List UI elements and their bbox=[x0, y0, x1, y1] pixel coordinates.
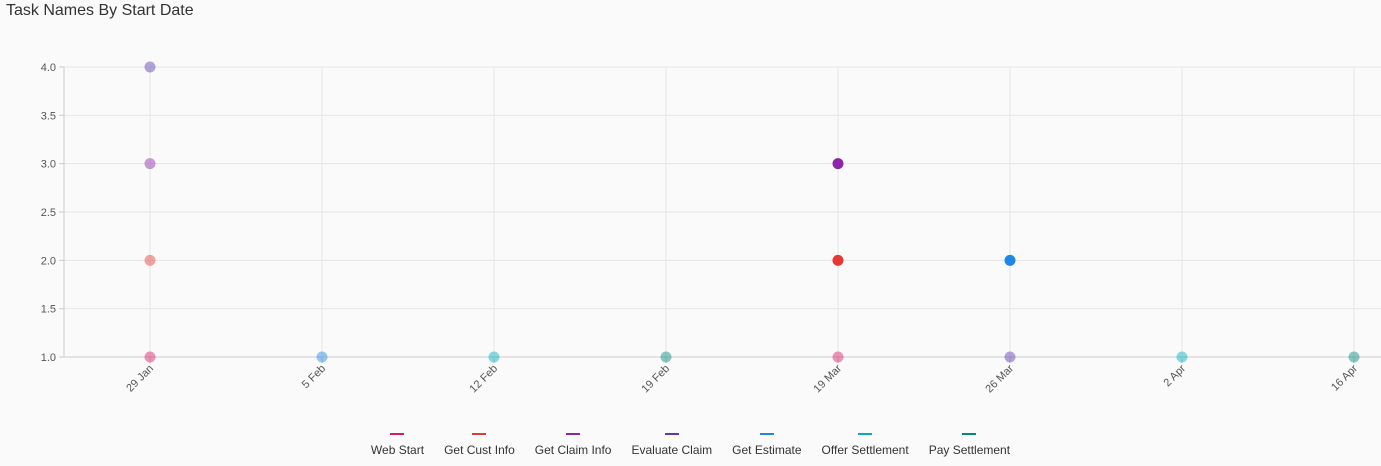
data-point[interactable] bbox=[832, 254, 844, 266]
data-point[interactable] bbox=[1176, 351, 1188, 363]
legend-item[interactable]: Web Start bbox=[371, 433, 424, 457]
legend-item[interactable]: Evaluate Claim bbox=[631, 433, 712, 457]
legend-item[interactable]: Get Estimate bbox=[732, 433, 802, 457]
x-tick-label: 19 Mar bbox=[811, 362, 844, 395]
x-tick-label: 5 Feb bbox=[300, 363, 328, 391]
legend-swatch bbox=[962, 433, 977, 435]
legend-label: Evaluate Claim bbox=[631, 443, 713, 457]
y-tick-label: 2.5 bbox=[41, 207, 56, 219]
legend-label: Get Cust Info bbox=[444, 443, 515, 457]
legend-label: Offer Settlement bbox=[821, 443, 909, 457]
data-point[interactable] bbox=[144, 158, 156, 170]
x-tick-label: 2 Apr bbox=[1161, 362, 1188, 389]
legend-label: Web Start bbox=[370, 443, 425, 457]
y-tick-label: 4.0 bbox=[41, 62, 56, 74]
legend-swatch bbox=[664, 433, 679, 435]
data-point[interactable] bbox=[832, 158, 844, 170]
axis-layer: 1.0 1.5 2.0 2.5 3.0 3.5 4.0 29 Jan 5 Feb 12 Feb 19… bbox=[41, 62, 1381, 395]
legend-swatch bbox=[759, 433, 774, 435]
legend-swatch bbox=[390, 433, 405, 435]
data-point[interactable] bbox=[1004, 254, 1016, 266]
legend-item[interactable]: Get Cust Info bbox=[444, 433, 515, 457]
data-point[interactable] bbox=[1004, 351, 1016, 363]
points-layer bbox=[144, 61, 1360, 363]
data-point[interactable] bbox=[660, 351, 672, 363]
x-tick-label: 26 Mar bbox=[983, 362, 1016, 395]
legend-label: Get Claim Info bbox=[534, 443, 612, 457]
x-tick-label: 29 Jan bbox=[124, 363, 156, 395]
chart-title: Task Names By Start Date bbox=[6, 2, 194, 19]
y-tick-label: 3.5 bbox=[41, 110, 56, 122]
legend-label: Pay Settlement bbox=[928, 443, 1011, 457]
data-point[interactable] bbox=[144, 61, 156, 73]
data-point[interactable] bbox=[316, 351, 328, 363]
data-point[interactable] bbox=[1348, 351, 1360, 363]
legend-swatch bbox=[472, 433, 487, 435]
legend-item[interactable]: Offer Settlement bbox=[822, 433, 909, 457]
x-tick-label: 19 Feb bbox=[639, 363, 672, 396]
legend-item[interactable]: Get Claim Info bbox=[534, 433, 612, 457]
legend: Web Start Get Cust Info Get Claim Info Eval… bbox=[0, 433, 1381, 457]
y-tick-label: 1.5 bbox=[41, 304, 56, 316]
data-point[interactable] bbox=[144, 351, 156, 363]
x-tick-label: 12 Feb bbox=[467, 363, 500, 396]
legend-swatch bbox=[566, 433, 581, 435]
data-point[interactable] bbox=[488, 351, 500, 363]
scatter-plot: 1.0 1.5 2.0 2.5 3.0 3.5 4.0 29 Jan 5 Feb 12 Feb 19… bbox=[41, 61, 1381, 395]
legend-swatch bbox=[858, 433, 873, 435]
legend-label: Get Estimate bbox=[732, 443, 802, 457]
data-point[interactable] bbox=[832, 351, 844, 363]
y-tick-label: 1.0 bbox=[41, 352, 56, 364]
x-tick-label: 16 Apr bbox=[1329, 362, 1360, 393]
grid-layer bbox=[64, 66, 1381, 358]
y-tick-label: 2.0 bbox=[41, 255, 56, 267]
data-point[interactable] bbox=[144, 254, 156, 266]
y-tick-label: 3.0 bbox=[41, 159, 56, 171]
legend-item[interactable]: Pay Settlement bbox=[929, 433, 1010, 457]
